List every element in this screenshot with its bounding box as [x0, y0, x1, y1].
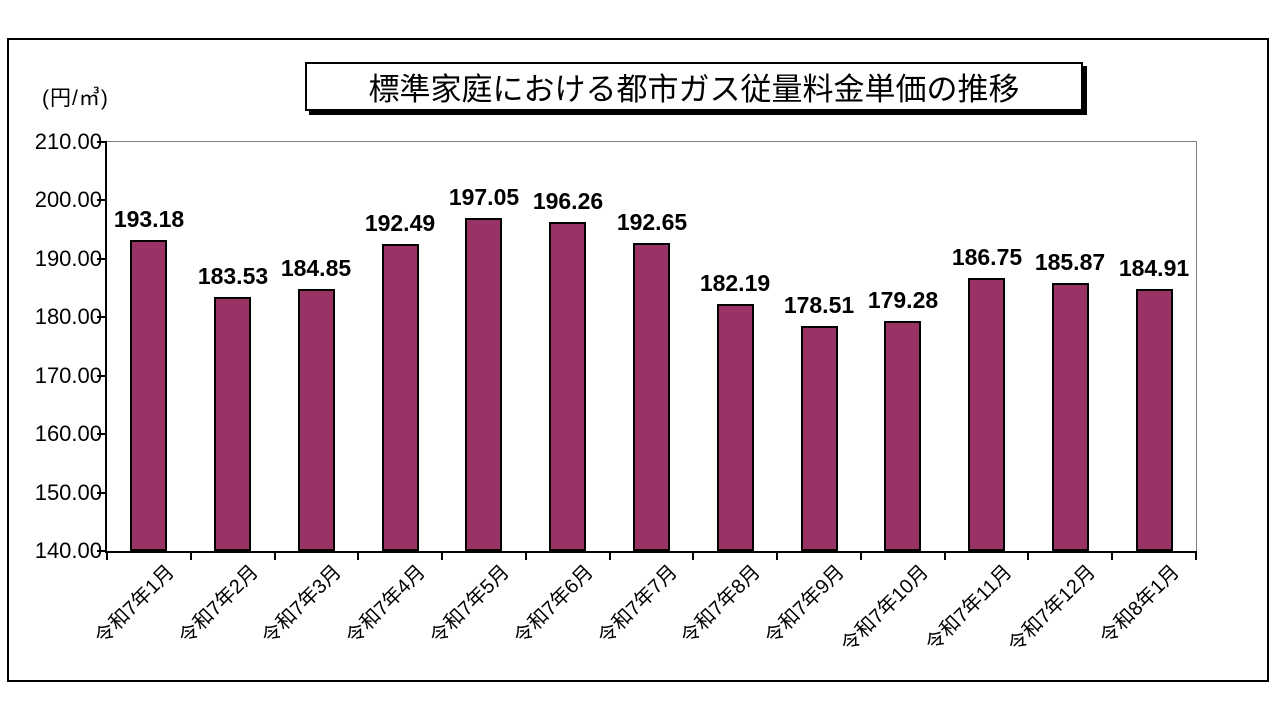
bar-value-label: 197.05 [448, 184, 520, 210]
x-axis-tick [190, 553, 192, 560]
chart-title: 標準家庭における都市ガス従量料金単価の推移 [305, 62, 1083, 111]
x-axis-tick [106, 553, 108, 560]
x-axis-tick [776, 553, 778, 560]
y-axis-tick-label: 210.00 [34, 129, 102, 154]
bar-value-label: 184.91 [1118, 255, 1190, 281]
x-axis-tick [692, 553, 694, 560]
x-axis-tick [944, 553, 946, 560]
x-axis-tick [525, 553, 527, 560]
y-axis-tick [97, 433, 105, 435]
x-axis-tick [860, 553, 862, 560]
bar [801, 326, 838, 551]
y-axis-tick-label: 170.00 [34, 363, 102, 388]
y-axis-tick-label: 160.00 [34, 421, 102, 446]
bar-value-label: 185.87 [1034, 249, 1106, 275]
bar-value-label: 182.19 [699, 270, 771, 296]
y-axis-tick [97, 258, 105, 260]
y-axis-tick [97, 550, 105, 552]
y-axis-tick-label: 200.00 [34, 187, 102, 212]
bar-value-label: 193.18 [113, 206, 185, 232]
y-axis-line [105, 141, 107, 553]
bar-value-label: 196.26 [532, 188, 604, 214]
y-axis-tick-label: 180.00 [34, 304, 102, 329]
bar [382, 244, 419, 551]
bar [214, 297, 251, 551]
plot-border-right [1196, 141, 1197, 551]
x-axis-line [105, 551, 1197, 553]
plot-border-top [105, 141, 1197, 142]
y-axis-tick [97, 141, 105, 143]
bar [549, 222, 586, 551]
bar [968, 278, 1005, 551]
x-axis-tick [441, 553, 443, 560]
y-axis-tick [97, 492, 105, 494]
bar [1136, 289, 1173, 551]
bar-value-label: 184.85 [280, 255, 352, 281]
bar-value-label: 192.49 [364, 210, 436, 236]
bar-value-label: 179.28 [867, 287, 939, 313]
bar [633, 243, 670, 551]
x-axis-tick [609, 553, 611, 560]
bar [298, 289, 335, 551]
bar-value-label: 186.75 [951, 244, 1023, 270]
bar-value-label: 178.51 [783, 292, 855, 318]
y-axis-tick-label: 150.00 [34, 480, 102, 505]
y-axis-tick-label: 140.00 [34, 538, 102, 563]
bar [717, 304, 754, 551]
bar [130, 240, 167, 551]
y-axis-tick [97, 375, 105, 377]
x-axis-tick [357, 553, 359, 560]
bar-value-label: 192.65 [616, 209, 688, 235]
y-axis-tick [97, 316, 105, 318]
bar-value-label: 183.53 [197, 263, 269, 289]
y-axis-tick-label: 190.00 [34, 246, 102, 271]
y-axis-unit-label: (円/㎥) [42, 87, 109, 110]
x-axis-tick [1111, 553, 1113, 560]
y-axis-tick [97, 199, 105, 201]
x-axis-tick [1195, 553, 1197, 560]
bar [465, 218, 502, 551]
bar [884, 321, 921, 551]
x-axis-tick [274, 553, 276, 560]
x-axis-tick [1027, 553, 1029, 560]
bar [1052, 283, 1089, 551]
